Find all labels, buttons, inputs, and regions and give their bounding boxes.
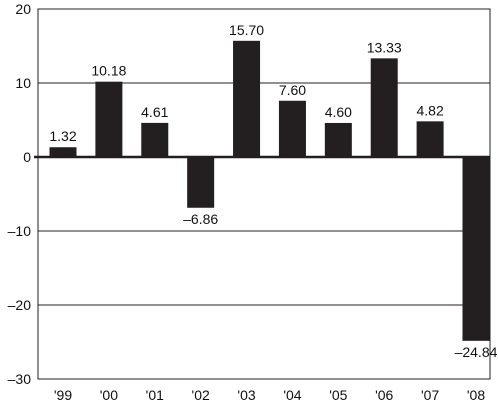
- bar: [370, 58, 398, 157]
- gridlines: [37, 8, 491, 380]
- x-category-label: '06: [375, 387, 393, 403]
- y-tick-label: 0: [23, 149, 31, 165]
- y-tick-label: 10: [15, 75, 31, 91]
- data-label: 10.18: [91, 63, 126, 79]
- data-label: 15.70: [229, 22, 264, 38]
- x-category-label: '99: [54, 387, 72, 403]
- data-label: 4.82: [416, 102, 443, 118]
- bar: [416, 121, 444, 157]
- data-label: 4.61: [141, 104, 168, 120]
- x-category-labels: '99 '00 '01 '02 '03 '04 '05 '06 '07 '08: [54, 387, 485, 403]
- x-category-label: '00: [100, 387, 118, 403]
- bar: [462, 157, 490, 341]
- data-label: 7.60: [279, 82, 306, 98]
- y-tick-label: –10: [8, 223, 32, 239]
- data-label: 4.60: [325, 104, 352, 120]
- x-category-label: '04: [283, 387, 301, 403]
- bars: [49, 40, 490, 341]
- x-category-label: '03: [237, 387, 255, 403]
- bar: [278, 100, 306, 157]
- bar: [141, 122, 169, 157]
- bar: [95, 81, 123, 157]
- y-tick-label: 20: [15, 1, 31, 17]
- x-category-label: '08: [467, 387, 485, 403]
- data-labels: 1.32 10.18 4.61 –6.86 15.70 7.60 4.60 13.33 4.82…: [49, 22, 497, 360]
- x-category-label: '02: [192, 387, 210, 403]
- bar: [324, 122, 352, 157]
- bar: [187, 157, 215, 208]
- data-label: 13.33: [367, 39, 402, 55]
- y-tick-label: –30: [8, 371, 32, 387]
- y-tick-labels: 20 10 0 –10 –20 –30: [8, 1, 32, 387]
- data-label: –6.86: [183, 211, 218, 227]
- x-category-label: '01: [146, 387, 164, 403]
- data-label: –24.84: [455, 344, 498, 360]
- y-tick-label: –20: [8, 297, 32, 313]
- data-label: 1.32: [49, 128, 76, 144]
- bar: [233, 40, 261, 157]
- plot-frame: [37, 8, 491, 380]
- x-category-label: '05: [329, 387, 347, 403]
- x-category-label: '07: [421, 387, 439, 403]
- bar: [49, 147, 77, 157]
